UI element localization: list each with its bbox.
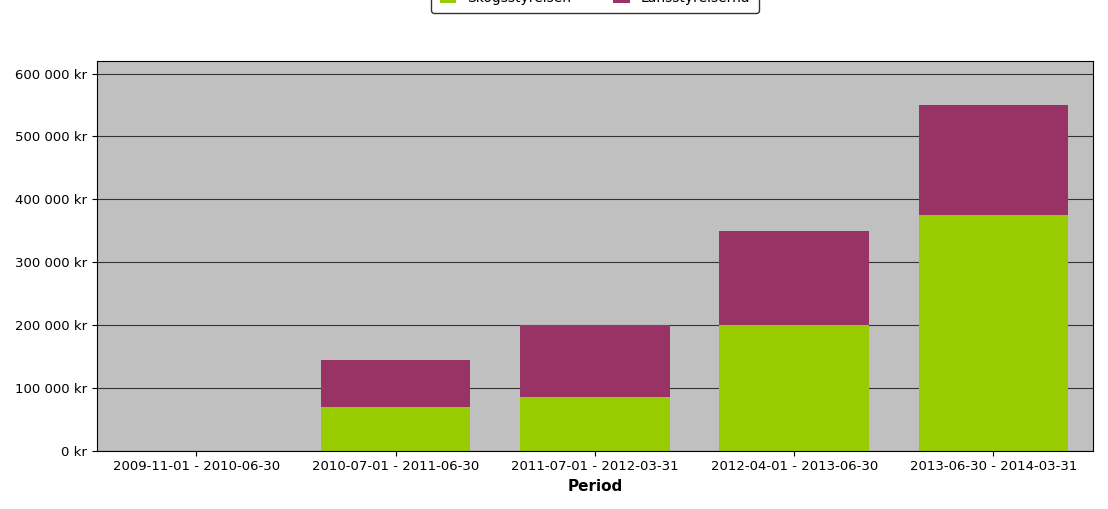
Bar — [521, 325, 669, 398]
Bar — [321, 407, 471, 451]
Bar — [321, 359, 471, 407]
Bar — [919, 215, 1068, 451]
Legend: Skogsstyrelsen, Länsstyrelserna: Skogsstyrelsen, Länsstyrelserna — [431, 0, 759, 13]
Bar — [919, 105, 1068, 215]
Bar — [719, 231, 869, 325]
Bar — [521, 398, 669, 451]
Bar — [719, 325, 869, 451]
X-axis label: Period: Period — [567, 479, 623, 494]
